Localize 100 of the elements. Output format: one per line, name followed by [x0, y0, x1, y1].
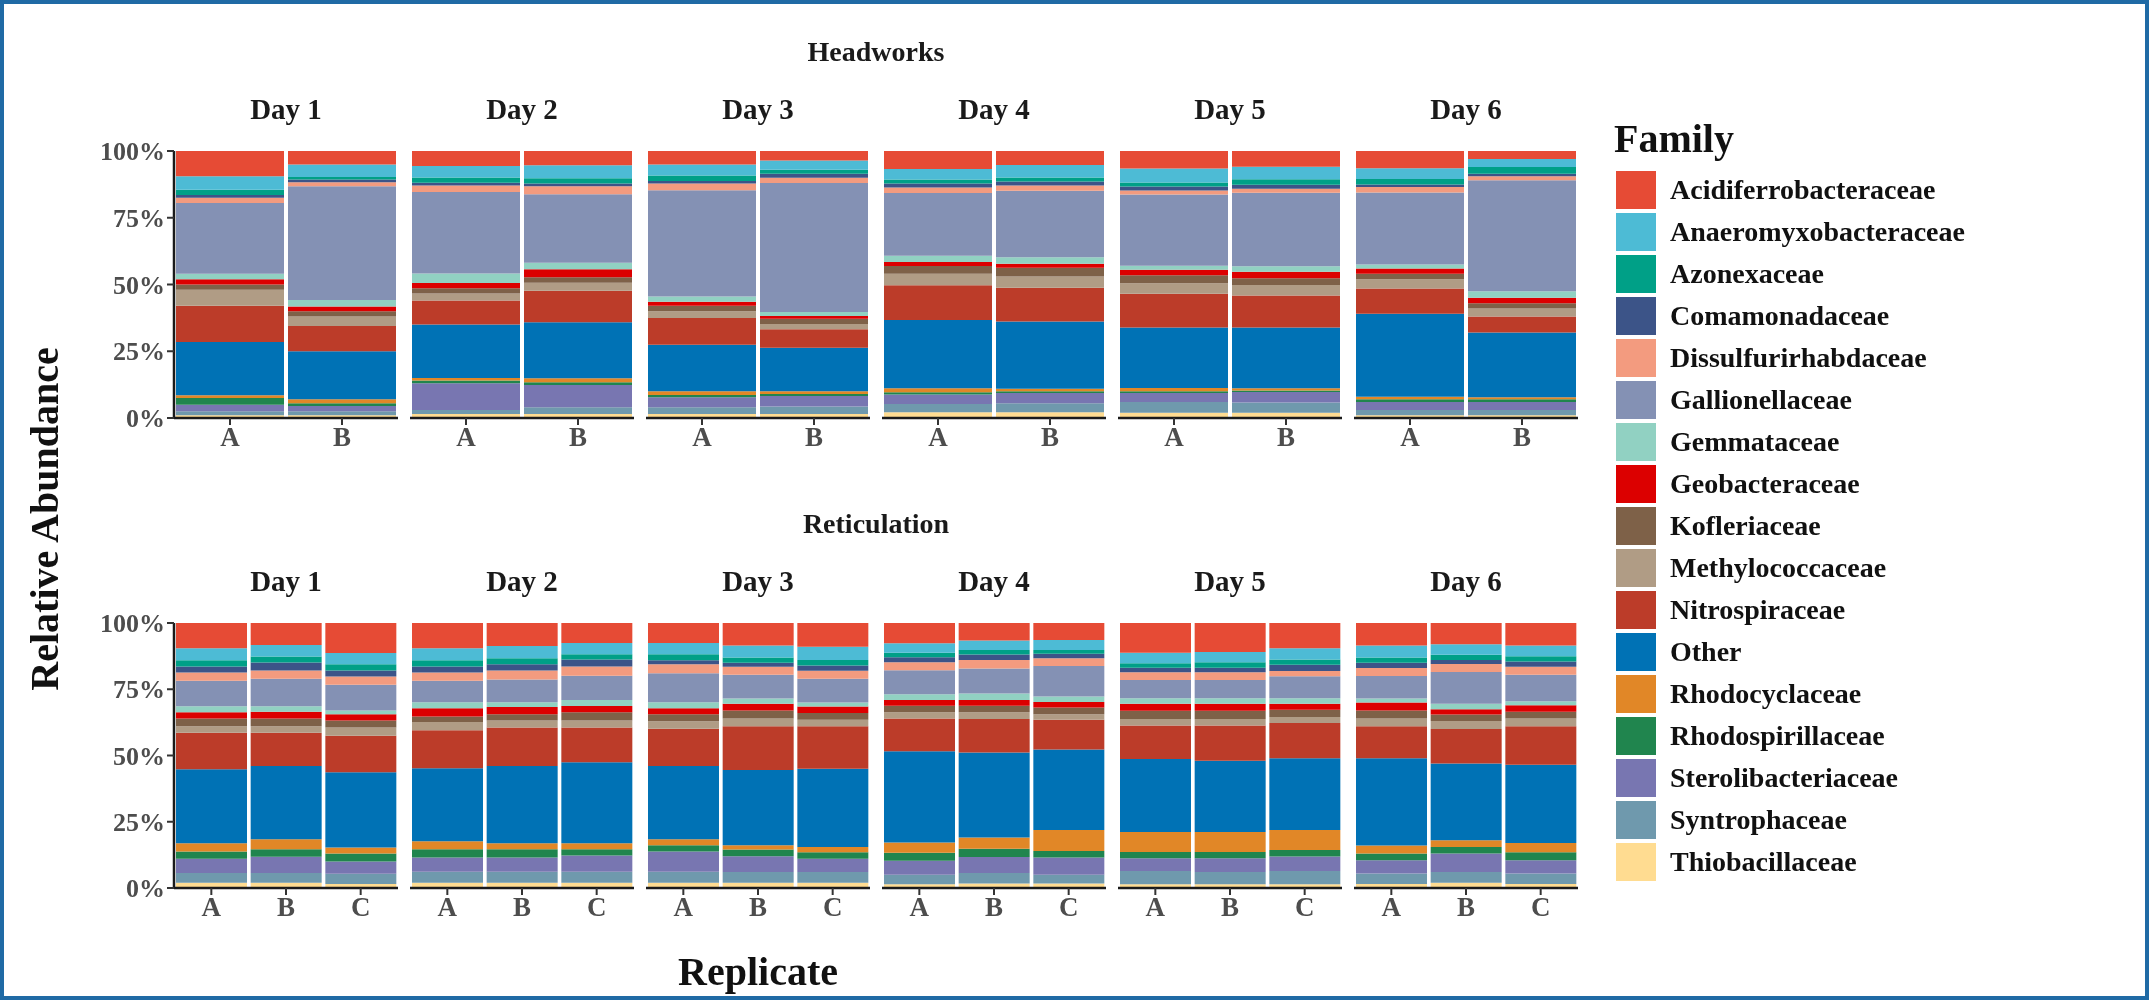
bar: [561, 666, 633, 676]
bar: [1120, 623, 1191, 653]
bar: [176, 726, 247, 733]
legend-label: Methylococcaceae: [1670, 552, 1887, 584]
bar: [412, 151, 520, 166]
x-tick-label: A: [201, 892, 222, 923]
x-tick-label: A: [909, 892, 930, 923]
bar: [1269, 850, 1341, 857]
bar: [1120, 190, 1228, 195]
bar: [996, 257, 1104, 264]
bar: [648, 664, 719, 674]
bar: [797, 665, 869, 671]
bar: [412, 623, 483, 649]
x-tick-label: C: [586, 892, 607, 923]
bar: [1468, 409, 1576, 416]
legend-label: Geobacteraceae: [1670, 468, 1860, 500]
x-tick-label: B: [804, 422, 824, 453]
chart-title: Day 2: [485, 564, 559, 599]
bar: [412, 857, 483, 872]
bar: [325, 714, 397, 721]
bar: [1356, 401, 1464, 410]
bar: [722, 845, 794, 850]
bar: [325, 623, 397, 653]
x-tick-label: B: [568, 422, 588, 453]
bar: [1430, 664, 1502, 673]
bar: [648, 714, 719, 722]
bar: [958, 857, 1030, 873]
bar: [760, 177, 868, 184]
bar: [1033, 696, 1105, 702]
legend-label: Syntrophaceae: [1670, 804, 1847, 836]
bar: [176, 195, 284, 198]
bar: [1120, 293, 1228, 328]
bar: [884, 404, 992, 413]
x-tick-label: C: [1294, 892, 1315, 923]
bar: [250, 670, 322, 679]
legend-label: Gemmataceae: [1670, 426, 1840, 458]
bar: [325, 664, 397, 671]
bar: [1120, 186, 1228, 191]
bar: [1120, 871, 1191, 885]
bar: [250, 645, 322, 657]
x-tick-label: C: [822, 892, 843, 923]
bar: [1505, 852, 1577, 861]
bar: [486, 658, 558, 665]
bar: [1194, 858, 1266, 873]
bar: [1468, 291, 1576, 298]
bar: [797, 872, 869, 883]
bar: [958, 640, 1030, 651]
bar: [797, 706, 869, 714]
bar: [524, 194, 632, 263]
bar: [250, 849, 322, 857]
bar: [797, 768, 869, 847]
bar: [958, 654, 1030, 661]
bar: [1194, 662, 1266, 668]
x-axis-title: Replicate: [677, 948, 839, 996]
bar: [176, 404, 284, 412]
bar: [884, 179, 992, 184]
bar: [1505, 764, 1577, 843]
bar: [1505, 656, 1577, 662]
bar: [722, 710, 794, 719]
bar: [176, 706, 247, 713]
bar: [250, 839, 322, 850]
bar: [288, 306, 396, 312]
x-tick-label: B: [1040, 422, 1060, 453]
bar: [722, 657, 794, 663]
bar: [288, 411, 396, 416]
bar: [176, 289, 284, 306]
x-tick-label: B: [1276, 422, 1296, 453]
bar: [1269, 722, 1341, 759]
bar: [1468, 151, 1576, 160]
bar: [561, 654, 633, 660]
bar: [1120, 283, 1228, 294]
bar: [1468, 297, 1576, 304]
bar: [561, 705, 633, 713]
bar: [648, 851, 719, 872]
bar: [722, 645, 794, 658]
bar: [884, 183, 992, 188]
bar: [1356, 623, 1427, 646]
bar: [561, 675, 633, 701]
bar: [561, 712, 633, 721]
bar: [1033, 623, 1105, 640]
bar: [1430, 660, 1502, 665]
bar: [1356, 313, 1464, 397]
bar: [1505, 873, 1577, 885]
bar: [486, 670, 558, 680]
bar: [797, 846, 869, 853]
text: Headworks: [806, 35, 946, 69]
bar: [884, 320, 992, 389]
bar: [1232, 151, 1340, 167]
bar: [288, 164, 396, 177]
bar: [648, 871, 719, 883]
bar: [996, 164, 1104, 178]
bar: [648, 623, 719, 643]
bar: [648, 839, 719, 846]
bar: [1120, 269, 1228, 276]
bar: [996, 321, 1104, 389]
bar: [524, 269, 632, 278]
bar: [250, 711, 322, 719]
bar: [1120, 652, 1191, 664]
bar: [648, 397, 756, 408]
bar: [288, 182, 396, 187]
